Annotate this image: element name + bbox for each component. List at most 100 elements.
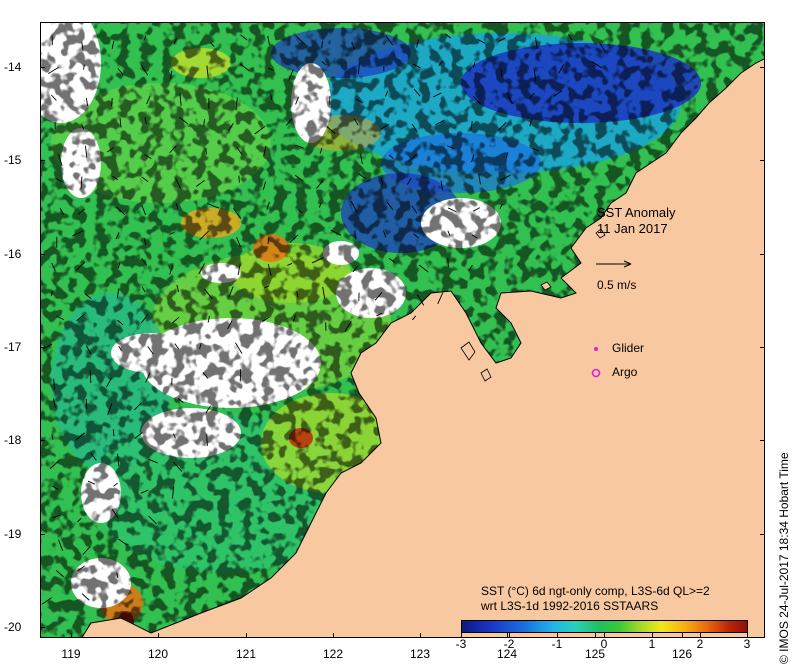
x-tick-mark: [507, 633, 508, 638]
current-vector: [176, 284, 180, 293]
glider-legend-label: Glider: [612, 341, 645, 355]
current-vector: [118, 345, 122, 351]
current-vector: [50, 94, 57, 101]
current-vector: [169, 145, 177, 154]
y-tick-mark: [40, 160, 45, 161]
current-vector: [437, 292, 444, 305]
current-vector: [49, 460, 60, 470]
current-vector: [358, 173, 366, 180]
colorbar-tick-mark: [700, 633, 701, 637]
x-tick-label: 125: [584, 647, 606, 661]
current-vector: [360, 153, 363, 165]
current-vector: [330, 229, 342, 236]
current-vector: [86, 345, 92, 355]
current-vector: [529, 118, 533, 127]
current-vector: [177, 397, 184, 404]
current-vector: [351, 42, 355, 50]
current-vector: [48, 67, 59, 74]
current-vector: [418, 264, 429, 273]
y-tick-mark: [40, 440, 45, 441]
current-vector: [311, 257, 324, 264]
y-tick-mark: [40, 534, 45, 535]
current-vector: [477, 39, 486, 44]
x-tick-mark: [595, 633, 596, 638]
x-tick-label: 126: [671, 647, 693, 661]
current-vector: [498, 121, 507, 131]
current-vector: [352, 265, 358, 273]
current-vector: [111, 97, 113, 107]
current-vector: [408, 153, 418, 162]
current-vector: [106, 147, 114, 153]
current-vector: [357, 62, 360, 75]
current-vector: [75, 432, 86, 441]
current-vector: [471, 234, 478, 239]
current-vector: [52, 485, 59, 490]
glider-marker: [594, 347, 598, 351]
y-tick-mark: [40, 347, 45, 348]
current-vector: [56, 570, 64, 578]
current-vector: [42, 343, 53, 350]
y-tick-label: -20: [4, 620, 22, 634]
current-vector: [206, 65, 209, 78]
current-vector: [115, 232, 120, 240]
y-tick-label: -18: [4, 433, 22, 447]
current-vector: [90, 452, 97, 461]
current-vector: [119, 118, 122, 128]
x-tick-mark: [71, 633, 72, 638]
y-tick-mark: [760, 440, 765, 441]
current-vector: [344, 321, 352, 333]
x-tick-mark: [420, 633, 421, 638]
current-vector: [316, 180, 324, 189]
current-vector: [267, 236, 270, 244]
current-vector: [172, 486, 174, 499]
current-vector: [199, 230, 209, 241]
colorbar-tick-label: 1: [648, 637, 656, 651]
current-vector: [203, 119, 205, 127]
current-vector: [59, 207, 65, 216]
x-tick-label: 119: [61, 647, 81, 661]
colorbar-tick-label: -1: [551, 637, 563, 651]
colorbar-title-line1: SST (°C) 6d ngt-only comp, L3S-6d QL>=2: [481, 584, 710, 598]
current-vector: [470, 120, 473, 131]
sst-anomaly-map[interactable]: [40, 22, 765, 638]
current-vector: [294, 174, 303, 181]
current-vector: [319, 147, 323, 154]
current-vector: [413, 63, 421, 69]
current-vector: [233, 207, 242, 219]
current-vectors: [41, 33, 606, 605]
current-vector: [321, 60, 326, 66]
current-vector: [355, 98, 363, 104]
current-vector: [385, 35, 394, 46]
current-vector: [473, 207, 481, 212]
current-vector: [445, 33, 452, 39]
colorbar-tick-mark: [747, 633, 748, 637]
current-vector: [411, 123, 418, 133]
current-vector: [262, 181, 267, 190]
current-vector: [118, 538, 128, 546]
current-vector: [83, 64, 85, 70]
current-vector: [41, 597, 52, 605]
current-vector: [383, 230, 387, 238]
current-vector: [206, 434, 208, 446]
y-tick-label: -14: [4, 60, 22, 74]
current-vector: [266, 201, 270, 210]
x-tick-mark: [246, 633, 247, 638]
x-tick-label: 120: [147, 647, 169, 661]
current-vector: [143, 35, 147, 41]
current-vector: [506, 92, 513, 105]
current-vector: [175, 177, 182, 189]
y-tick-mark: [760, 67, 765, 68]
current-vector: [288, 69, 294, 81]
current-vector: [558, 64, 565, 74]
current-vector: [533, 70, 537, 82]
current-vector: [472, 61, 476, 68]
current-vector: [81, 124, 85, 130]
current-vector: [81, 41, 84, 51]
current-vector: [117, 288, 120, 298]
current-vector: [435, 119, 445, 126]
current-vector: [296, 291, 299, 298]
current-vector: [77, 565, 85, 572]
current-vector: [270, 94, 272, 101]
current-vector: [289, 234, 299, 243]
current-vector: [117, 262, 121, 269]
